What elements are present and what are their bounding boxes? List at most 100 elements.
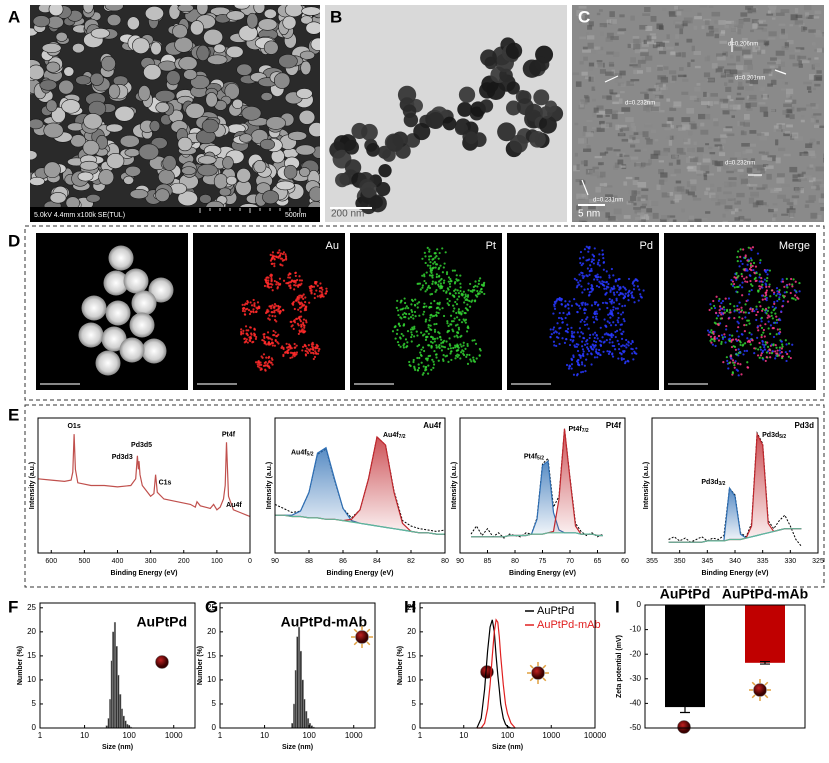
element-dot: [718, 309, 721, 312]
grain: [789, 24, 794, 27]
element-dot: [293, 321, 297, 324]
element-dot: [302, 324, 306, 327]
element-dot: [282, 251, 286, 254]
grain: [633, 139, 640, 144]
element-dot: [303, 344, 307, 347]
grain: [740, 178, 748, 185]
grain: [613, 149, 621, 152]
particle: [132, 37, 150, 54]
element-dot: [278, 277, 282, 280]
grain: [722, 99, 728, 104]
grain: [785, 99, 793, 103]
element-dot: [456, 355, 459, 359]
element-dot: [753, 271, 756, 274]
grain: [761, 155, 770, 161]
element-dot: [241, 303, 244, 306]
element-dot: [779, 352, 782, 355]
element-dot: [764, 323, 767, 326]
element-dot: [575, 343, 578, 346]
element-dot: [576, 311, 579, 314]
element-dot: [449, 278, 452, 281]
grain: [638, 221, 648, 222]
grain: [762, 184, 768, 189]
element-dot: [425, 271, 428, 274]
grain: [691, 45, 695, 52]
grain: [668, 139, 673, 146]
element-dot: [606, 320, 609, 323]
element-dot: [763, 335, 766, 338]
grain: [617, 39, 626, 43]
particle: [177, 190, 198, 207]
element-dot: [477, 282, 480, 285]
element-dot: [267, 279, 270, 282]
grain: [782, 110, 788, 115]
grain: [604, 23, 612, 29]
element-dot: [244, 325, 248, 328]
grain: [611, 199, 615, 204]
element-dot: [759, 259, 762, 262]
grain: [636, 131, 646, 135]
element-dot: [297, 308, 300, 311]
element-dot: [584, 303, 587, 306]
element-dot: [740, 333, 743, 336]
x-axis-label: Binding Energy (eV): [509, 570, 576, 577]
grain: [722, 50, 726, 54]
particle: [196, 5, 209, 16]
element-dot: [621, 350, 625, 353]
y-tick-label: -40: [629, 699, 641, 708]
grain: [762, 152, 768, 155]
grain: [739, 174, 746, 180]
antibody: [529, 664, 534, 669]
grain: [737, 86, 744, 90]
element-dot: [302, 304, 305, 307]
element-dot: [778, 293, 781, 296]
antibody: [529, 677, 534, 682]
element-dot: [272, 333, 275, 337]
element-dot: [245, 329, 248, 332]
element-dot: [409, 364, 412, 368]
element-dot: [277, 305, 280, 308]
particle: [544, 100, 558, 113]
element-dot: [605, 287, 608, 290]
grain: [745, 80, 754, 84]
grain: [713, 121, 719, 127]
element-dot: [583, 343, 587, 346]
grain: [633, 43, 641, 50]
element-dot: [749, 343, 752, 346]
element-dot: [733, 363, 736, 367]
grain: [627, 43, 632, 49]
histogram-bar: [126, 723, 129, 729]
element-dot: [297, 285, 300, 288]
element-dot: [581, 318, 584, 322]
element-dot: [462, 290, 465, 293]
element-dot: [399, 337, 402, 340]
element-dot: [746, 263, 749, 266]
element-dot: [631, 291, 634, 294]
element-dot: [302, 331, 306, 334]
element-dot: [263, 284, 267, 288]
element-dot: [731, 334, 734, 337]
element-dot: [443, 279, 446, 282]
element-dot: [733, 361, 736, 364]
grain: [815, 119, 819, 123]
particle: [67, 122, 85, 132]
element-dot: [266, 362, 269, 365]
category-label: AuPtPd-mAb: [722, 586, 808, 602]
grain: [612, 51, 620, 57]
element-dot: [252, 311, 255, 314]
grain: [650, 15, 657, 22]
element-dot: [271, 344, 274, 347]
element-dot: [586, 323, 589, 326]
grain: [705, 211, 711, 214]
y-tick-label: 0: [412, 723, 417, 732]
grain: [606, 147, 613, 151]
grain: [819, 184, 824, 188]
panel-label: H: [404, 597, 416, 616]
grain: [589, 50, 597, 54]
particle: [402, 104, 417, 118]
peak-label-text: Au4f: [383, 432, 399, 439]
grain: [758, 85, 766, 92]
element-dot: [277, 342, 280, 345]
y-axis-label: Zeta potential (mV): [616, 635, 623, 698]
particle: [125, 165, 141, 177]
